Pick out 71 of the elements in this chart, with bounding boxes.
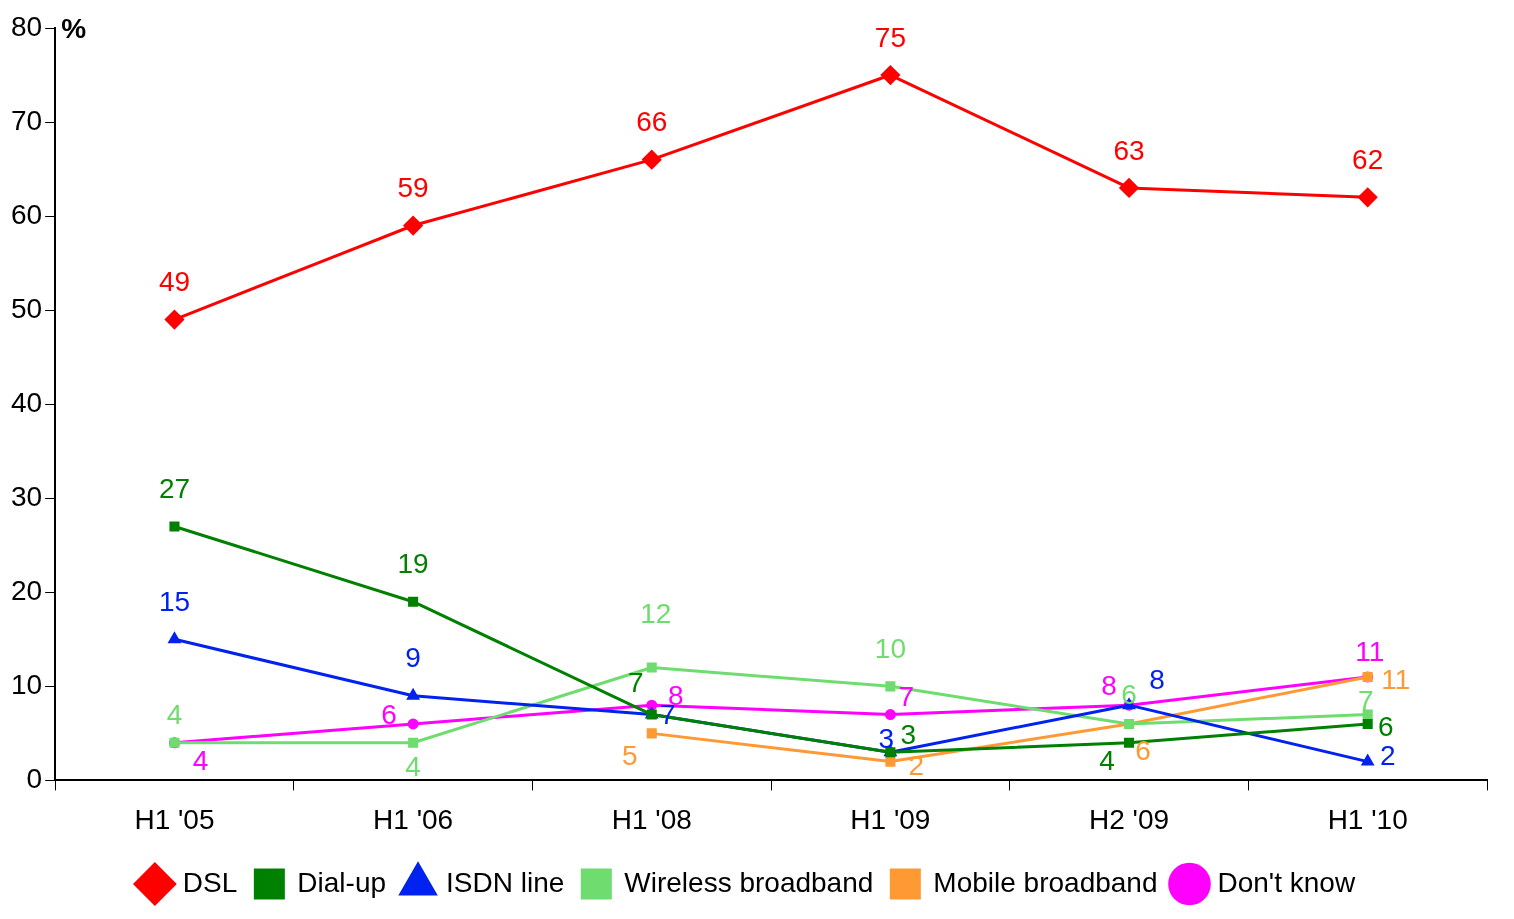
point (646, 728, 657, 739)
point (646, 662, 657, 673)
point (408, 596, 419, 607)
point (1362, 709, 1373, 720)
data-label: 3 (878, 722, 895, 754)
data-label: 8 (1149, 663, 1165, 695)
x-tick-label: H1 '06 (373, 803, 454, 835)
data-label: 49 (158, 266, 191, 298)
point (403, 216, 423, 236)
y-tick-label: 30 (10, 480, 43, 512)
y-tick-label: 0 (26, 763, 43, 795)
y-tick-label: 40 (10, 386, 43, 418)
point (407, 718, 419, 730)
y-tick-label: 60 (10, 198, 43, 230)
data-label: 3 (900, 718, 917, 750)
point (1358, 187, 1378, 207)
x-tick-label: H1 '08 (611, 803, 692, 835)
point (1362, 718, 1373, 730)
data-label: 6 (1377, 710, 1394, 742)
data-label: 4 (166, 699, 183, 731)
data-label: 27 (158, 473, 191, 505)
point (164, 310, 184, 330)
legend-label: Don't know (1217, 866, 1356, 898)
data-label: 4 (192, 745, 209, 777)
point (1119, 178, 1139, 198)
point (884, 709, 896, 721)
point (408, 737, 419, 748)
data-label: 75 (874, 21, 906, 53)
point (168, 632, 181, 644)
point (1124, 737, 1135, 748)
legend-label: Wireless broadband (624, 866, 874, 898)
legend-label: ISDN line (446, 866, 565, 898)
x-tick-label: H1 '05 (134, 803, 215, 835)
data-label: 12 (640, 598, 672, 630)
data-label: 15 (158, 586, 191, 618)
data-label: 6 (1121, 678, 1137, 710)
data-label: 63 (1113, 134, 1145, 166)
y-tick-label: 80 (10, 10, 43, 42)
data-label: 4 (405, 751, 421, 783)
legend-label: Dial-up (297, 866, 387, 898)
x-tick-label: H2 '09 (1089, 803, 1170, 835)
data-label: 59 (397, 172, 429, 204)
data-label: 9 (405, 642, 421, 674)
point (642, 150, 662, 170)
point (646, 699, 658, 711)
data-label: 2 (1379, 740, 1396, 772)
data-label: 66 (636, 106, 668, 138)
data-label: 19 (397, 548, 429, 580)
point (880, 65, 900, 85)
data-label: 6 (1135, 734, 1151, 766)
x-tick-label: H1 '09 (850, 803, 931, 835)
y-tick-label: 50 (10, 292, 43, 324)
data-label: 7 (898, 681, 915, 713)
y-axis-title: % (61, 12, 87, 44)
data-label: 7 (1357, 685, 1374, 717)
point (169, 521, 180, 532)
data-label: 6 (381, 698, 397, 730)
data-label: 8 (1101, 669, 1117, 701)
data-label: 4 (1099, 745, 1115, 777)
y-tick-label: 10 (10, 669, 43, 701)
data-label: 5 (621, 740, 638, 772)
y-tick-label: 70 (10, 104, 43, 136)
data-label: 10 (874, 633, 906, 665)
x-tick-label: H1 '10 (1327, 803, 1408, 835)
point (885, 681, 896, 692)
data-label: 62 (1352, 144, 1384, 176)
point (885, 756, 896, 767)
data-label: 7 (627, 667, 644, 699)
y-tick-label: 20 (10, 575, 43, 607)
legend-label: DSL (182, 866, 238, 898)
legend-label: Mobile broadband (933, 866, 1158, 898)
